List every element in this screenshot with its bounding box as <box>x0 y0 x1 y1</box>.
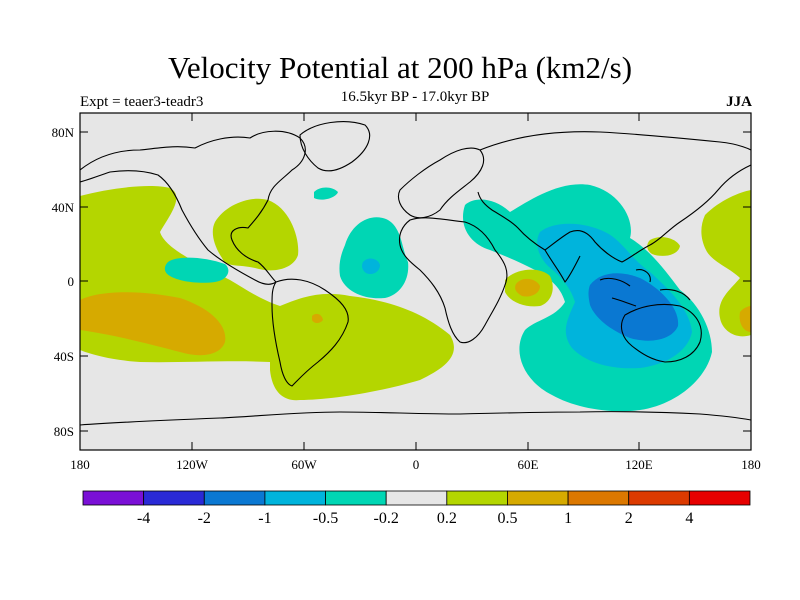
contour-positive-mid <box>80 292 751 356</box>
colorbar-label: 0.5 <box>497 510 517 527</box>
map-panel <box>80 113 751 450</box>
lat-label: 80S <box>54 424 74 439</box>
longitude-labels: 180 120W 60W 0 60E 120E 180 <box>70 457 761 472</box>
contour-east-pacific-negative <box>164 257 229 283</box>
colorbar-label: -4 <box>137 510 150 527</box>
colorbar-label: 2 <box>625 510 633 527</box>
map-subtitle: 16.5kyr BP - 17.0kyr BP <box>340 89 490 105</box>
contour-south-america-positive-core <box>312 313 323 323</box>
colorbar-label: -1 <box>258 510 271 527</box>
lon-label: 0 <box>413 457 420 472</box>
colorbar-label: -0.2 <box>374 510 399 527</box>
lat-label: 80N <box>52 125 75 140</box>
colorbar-swatch <box>264 490 326 506</box>
contour-atlantic-small-positive <box>314 187 338 200</box>
contour-maritime-continent-negative-core <box>588 273 679 341</box>
contour-atlantic-negative-core <box>362 258 380 275</box>
contour-pacific-positive-core <box>80 292 226 356</box>
colorbar-swatch <box>688 490 751 506</box>
colorbar-swatch <box>567 490 630 506</box>
lat-label: 40S <box>54 349 74 364</box>
colorbar-swatch <box>82 490 145 506</box>
contour-atlantic-negative <box>339 217 409 299</box>
lon-label: 120E <box>625 457 653 472</box>
colorbar-swatch <box>628 490 690 506</box>
lon-label: 180 <box>741 457 761 472</box>
contour-east-africa-positive-core <box>515 278 540 297</box>
season-label: JJA <box>726 94 752 110</box>
coastline-maritime-continent <box>599 269 691 307</box>
lon-label: 60W <box>291 457 317 472</box>
coastline-greenland <box>299 121 371 172</box>
lon-label: 120W <box>176 457 209 472</box>
colorbar-swatch <box>203 490 266 506</box>
colorbar-label: -0.5 <box>313 510 338 527</box>
contour-dateline-positive-core <box>739 306 751 332</box>
coastlines <box>80 121 751 426</box>
colorbar-swatch <box>325 490 387 506</box>
coastline-india <box>544 249 581 283</box>
contour-dateline-positive <box>701 190 751 337</box>
latitude-ticks <box>80 131 751 432</box>
map-title: Velocity Potential at 200 hPa (km2/s) <box>167 50 633 85</box>
colorbar-swatch <box>143 490 205 506</box>
coastline-asia <box>477 131 751 263</box>
contour-caribbean-positive <box>212 198 299 271</box>
longitude-ticks <box>79 113 752 450</box>
lat-label: 40N <box>52 200 75 215</box>
colorbar-swatch <box>507 490 569 506</box>
experiment-label: Expt = teaer3-teadr3 <box>80 94 204 110</box>
colorbar-label: 1 <box>564 510 572 527</box>
colorbar-label: -2 <box>198 510 211 527</box>
coastline-south-america <box>271 278 349 387</box>
colorbar-label: 4 <box>685 510 693 527</box>
latitude-labels: 80N 40N 0 40S 80S <box>52 125 75 439</box>
lon-label: 60E <box>518 457 539 472</box>
colorbar: -4 -2 -1 -0.5 -0.2 0.2 0.5 1 2 4 <box>82 490 751 527</box>
coastline-antarctica <box>80 411 751 426</box>
colorbar-label: 0.2 <box>437 510 457 527</box>
colorbar-swatch <box>446 490 508 506</box>
lat-label: 0 <box>68 274 75 289</box>
coastline-australia <box>620 303 702 363</box>
colorbar-swatch <box>385 490 448 506</box>
coastline-north-america <box>80 130 306 285</box>
coastline-europe-africa <box>397 147 508 344</box>
lon-label: 180 <box>70 457 90 472</box>
